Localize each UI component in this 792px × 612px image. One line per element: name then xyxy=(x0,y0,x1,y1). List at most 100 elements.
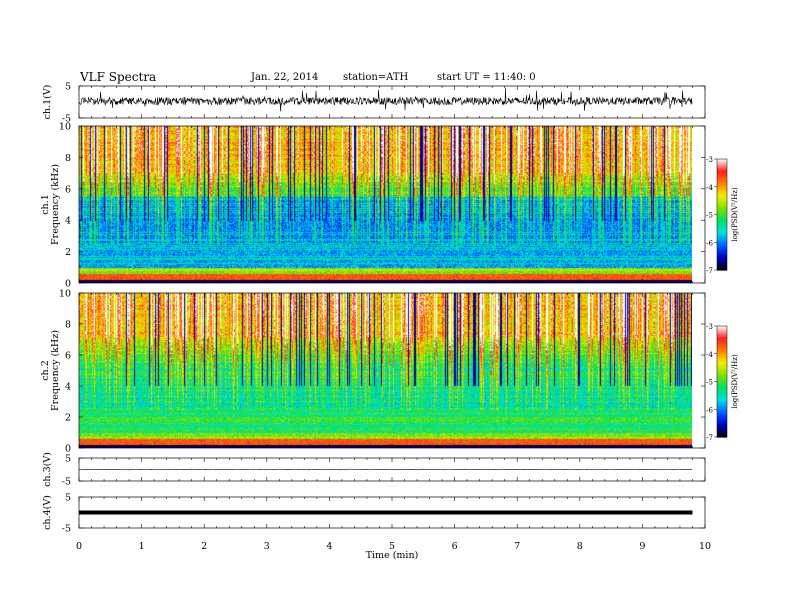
colorbar-tick-label: -3 xyxy=(706,323,713,331)
ylabel-ch1: ch.1(V) xyxy=(42,85,53,120)
colorbar-cell xyxy=(717,212,727,216)
colorbar-cell xyxy=(717,350,727,353)
colorbar-cell xyxy=(717,401,727,405)
colorbar-cell xyxy=(717,225,727,229)
colorbar-cell xyxy=(717,238,727,241)
colorbar-cell xyxy=(717,207,727,210)
colorbar-tick-label: -4 xyxy=(706,351,713,359)
colorbar-cell xyxy=(717,247,727,251)
colorbar-cell xyxy=(717,260,727,264)
colorbar-cell xyxy=(717,262,727,266)
colorbar-cell xyxy=(717,201,727,204)
x-tick-label: 1 xyxy=(139,541,145,552)
colorbar-cell xyxy=(717,411,727,414)
colorbar-cell xyxy=(717,186,727,190)
colorbar-cell xyxy=(717,175,727,179)
y-tick-label: -5 xyxy=(62,477,71,488)
colorbar-cell xyxy=(717,245,727,249)
x-tick-label: 8 xyxy=(577,541,583,552)
colorbar-cell xyxy=(717,257,727,260)
colorbar-cell xyxy=(717,162,727,166)
x-tick-label: 6 xyxy=(452,541,458,552)
y-tick-label: 10 xyxy=(59,289,71,300)
x-tick-label: 3 xyxy=(264,541,270,552)
colorbar-cell xyxy=(717,403,727,407)
colorbar-cell xyxy=(717,199,727,203)
colorbar-cell xyxy=(717,258,727,262)
colorbar-cell xyxy=(717,372,727,375)
y-tick-label: 0 xyxy=(65,444,71,455)
y-tick-label: -5 xyxy=(62,524,71,535)
colorbar-cell xyxy=(717,166,727,169)
colorbar-cell xyxy=(717,326,727,329)
ylabel-ch5: ch.4(V) xyxy=(42,495,53,530)
colorbar-cell xyxy=(717,327,727,331)
colorbar-cell xyxy=(717,196,727,199)
colorbar-cell xyxy=(717,433,727,436)
colorbar-cell xyxy=(717,208,727,212)
colorbar-cell xyxy=(717,368,727,371)
colorbar-cell xyxy=(717,170,727,173)
colorbar-tick-label: -7 xyxy=(706,267,713,275)
colorbar-tick-label: -5 xyxy=(706,379,713,387)
colorbar-cell xyxy=(717,184,727,188)
colorbar-cell xyxy=(717,190,727,193)
x-tick-label: 7 xyxy=(514,541,520,552)
colorbar-cell xyxy=(717,338,727,342)
colorbar-cell xyxy=(717,227,727,230)
colorbar-cell xyxy=(717,357,727,360)
colorbar-cell xyxy=(717,173,727,177)
colorbar-cell xyxy=(717,194,727,197)
colorbar-tick-label: -6 xyxy=(706,239,713,247)
colorbar-cell xyxy=(717,264,727,267)
colorbar-cell xyxy=(717,333,727,336)
colorbar-cell xyxy=(717,396,727,399)
colorbar-cell xyxy=(717,424,727,427)
y-tick-label: 2 xyxy=(65,413,71,424)
ch3-waveform xyxy=(78,468,692,471)
colorbar-cell xyxy=(717,383,727,386)
colorbar-cell xyxy=(717,387,727,390)
x-tick-label: 10 xyxy=(699,541,711,552)
colorbar-cell xyxy=(717,390,727,394)
colorbar-cell xyxy=(717,160,727,164)
colorbar-cell xyxy=(717,414,727,418)
colorbar-cell xyxy=(717,229,727,232)
colorbar-cell xyxy=(717,266,727,269)
colorbar-cell xyxy=(717,425,727,429)
colorbar-cell xyxy=(717,394,727,397)
colorbar-cell xyxy=(717,427,727,431)
colorbar-cell xyxy=(717,268,727,271)
colorbar-cell xyxy=(717,159,727,162)
colorbar-cell xyxy=(717,242,727,245)
colorbar-label: log(PSD(V²/Hz) xyxy=(731,187,739,242)
colorbar-cell xyxy=(717,363,727,366)
colorbar-cell xyxy=(717,416,727,420)
y-tick-label: 6 xyxy=(65,351,71,362)
x-tick-label: 0 xyxy=(76,541,82,552)
colorbar-cell xyxy=(717,181,727,184)
colorbar-cell xyxy=(717,366,727,370)
colorbar-cell xyxy=(717,205,727,208)
x-tick-label: 9 xyxy=(639,541,645,552)
colorbar-cell xyxy=(717,374,727,377)
colorbar-cell xyxy=(717,171,727,175)
colorbar-cell xyxy=(717,335,727,338)
colorbar-cell xyxy=(717,255,727,258)
ch1-waveform xyxy=(78,87,693,112)
x-tick-label: 4 xyxy=(326,541,332,552)
colorbar-cell xyxy=(717,370,727,373)
colorbar-cell xyxy=(717,351,727,355)
colorbar-cell xyxy=(717,361,727,364)
ylabel-ch4: ch.3(V) xyxy=(42,452,53,487)
spectrogram-ch1 xyxy=(79,126,692,283)
colorbar-cell xyxy=(717,405,727,408)
station-label: station=ATH xyxy=(343,72,409,83)
colorbar-cell xyxy=(717,359,727,362)
frame-layer xyxy=(78,85,728,529)
colorbar-cell xyxy=(717,203,727,206)
figure-title: VLF Spectra xyxy=(80,70,157,84)
x-tick-label: 5 xyxy=(389,541,395,552)
ylabel-frequency: Frequency (kHz) xyxy=(50,164,61,245)
